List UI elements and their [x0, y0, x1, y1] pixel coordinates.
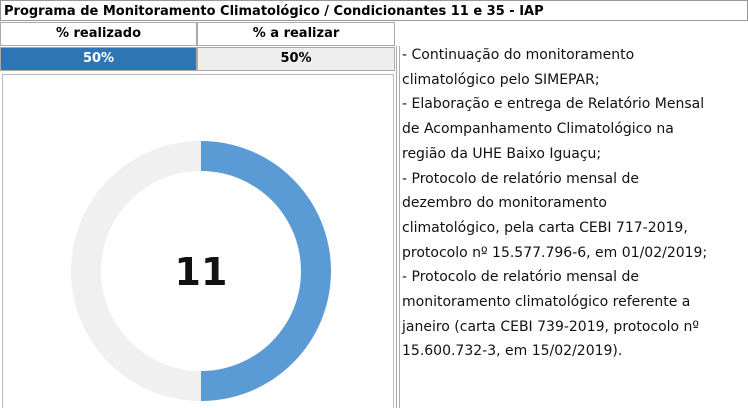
cell: 50%	[197, 47, 395, 71]
column-header: % realizado	[0, 22, 197, 46]
note-line: janeiro (carta CEBI 739-2019, protocolo …	[402, 318, 700, 335]
note-line: - Continuação do monitoramento	[402, 47, 635, 63]
title: Programa de Monitoramento Climatológico …	[0, 0, 748, 21]
note-line: 15.600.732-3, em 15/02/2019).	[402, 343, 623, 360]
chart-box: 11	[2, 74, 394, 408]
note-line: - Elaboração e entrega de Relatório Mens…	[402, 96, 705, 113]
center-label: 11	[175, 250, 228, 294]
cell: 50%	[0, 47, 197, 71]
note-line: - Protocolo de relatório mensal de	[402, 269, 639, 286]
note-line: climatológico pelo SIMEPAR;	[402, 71, 600, 88]
notes: - Continuação do monitoramento climatológ…	[402, 43, 748, 364]
separator	[396, 46, 400, 408]
donut-segment	[71, 141, 201, 401]
note-line: região da UHE Baixo Iguaçu;	[402, 145, 602, 162]
note-line: monitoramento climatológico referente a	[402, 294, 691, 311]
donut-segment	[201, 141, 331, 401]
note-line: dezembro do monitoramento	[402, 195, 607, 212]
column-header: % a realizar	[197, 22, 395, 46]
note-line: protocolo nº 15.577.796-6, em 01/02/2019…	[402, 244, 708, 261]
note-line: climatológico, pela carta CEBI 717-2019,	[402, 219, 688, 236]
note-line: de Acompanhamento Climatológico na	[402, 121, 674, 138]
note-line: - Protocolo de relatório mensal de	[402, 170, 639, 187]
chart: 11	[71, 141, 331, 401]
